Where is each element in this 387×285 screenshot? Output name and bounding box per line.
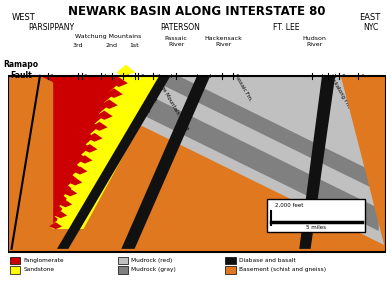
Polygon shape <box>57 76 171 249</box>
Polygon shape <box>81 148 96 158</box>
Text: PARSIPPANY: PARSIPPANY <box>28 23 74 32</box>
Polygon shape <box>87 133 103 142</box>
Polygon shape <box>55 211 67 219</box>
Text: Mudrock (gray): Mudrock (gray) <box>131 267 176 272</box>
Bar <box>10 256 20 264</box>
Text: Fanglomerate: Fanglomerate <box>23 258 64 263</box>
Text: Lockatong Fm.: Lockatong Fm. <box>328 73 351 109</box>
Text: Hook Mountain Basalt: Hook Mountain Basalt <box>82 73 115 126</box>
Polygon shape <box>99 106 116 117</box>
Polygon shape <box>101 99 118 109</box>
Polygon shape <box>68 179 81 188</box>
Text: Preakness Basalt: Preakness Basalt <box>123 73 150 115</box>
Polygon shape <box>105 88 123 98</box>
Polygon shape <box>40 76 379 231</box>
Text: Boonton Fm.: Boonton Fm. <box>48 73 68 105</box>
Polygon shape <box>40 76 386 246</box>
Polygon shape <box>12 76 121 249</box>
Text: Diabase and basalt: Diabase and basalt <box>239 258 296 263</box>
Polygon shape <box>96 111 113 120</box>
Bar <box>118 266 128 274</box>
Text: Orange Mountain Basalt: Orange Mountain Basalt <box>154 73 190 131</box>
Bar <box>225 256 236 264</box>
Text: FT. LEE: FT. LEE <box>273 23 299 32</box>
Polygon shape <box>68 178 82 186</box>
Text: PATERSON: PATERSON <box>160 23 200 32</box>
Text: Palisades Sill: Palisades Sill <box>339 73 360 105</box>
Polygon shape <box>112 75 130 86</box>
Text: NEWARK BASIN ALONG INTERSTATE 80: NEWARK BASIN ALONG INTERSTATE 80 <box>68 5 326 18</box>
Text: Mudrock (red): Mudrock (red) <box>131 258 173 263</box>
Bar <box>118 256 128 264</box>
Text: Feltville Fm.: Feltville Fm. <box>139 73 159 103</box>
Polygon shape <box>86 138 101 147</box>
Text: 3rd: 3rd <box>72 43 83 48</box>
Polygon shape <box>103 96 121 107</box>
Polygon shape <box>49 222 62 229</box>
Polygon shape <box>91 122 108 131</box>
Text: Ramapo
Fault: Ramapo Fault <box>3 60 39 80</box>
Polygon shape <box>341 76 386 252</box>
Text: EAST: EAST <box>360 13 381 23</box>
Text: Basement (schist and gneiss): Basement (schist and gneiss) <box>239 267 326 272</box>
Text: Sandstone: Sandstone <box>23 267 55 272</box>
Text: Watchung Mountains: Watchung Mountains <box>75 34 141 39</box>
Polygon shape <box>40 76 379 191</box>
Text: Passaic Fm.: Passaic Fm. <box>233 73 253 103</box>
Polygon shape <box>299 76 335 249</box>
Polygon shape <box>94 117 111 127</box>
Polygon shape <box>110 77 128 87</box>
Bar <box>10 266 20 274</box>
Polygon shape <box>72 166 87 174</box>
Polygon shape <box>116 65 135 76</box>
Polygon shape <box>63 189 77 196</box>
Polygon shape <box>121 76 210 249</box>
Text: Hackensack
River: Hackensack River <box>205 36 243 47</box>
Text: Stockton Fm.: Stockton Fm. <box>358 73 380 106</box>
Polygon shape <box>58 200 72 207</box>
Text: 2,000 feet: 2,000 feet <box>275 202 303 207</box>
Text: Hudson
River: Hudson River <box>303 36 326 47</box>
Polygon shape <box>54 211 67 218</box>
Text: Towaco Fm.: Towaco Fm. <box>101 73 120 102</box>
Bar <box>267 199 365 232</box>
Polygon shape <box>77 158 91 168</box>
Polygon shape <box>90 127 106 137</box>
Text: 1st: 1st <box>130 43 139 48</box>
Polygon shape <box>59 200 72 209</box>
Text: 2nd: 2nd <box>106 43 118 48</box>
Polygon shape <box>77 155 92 164</box>
Polygon shape <box>53 76 167 229</box>
Polygon shape <box>108 86 126 96</box>
Polygon shape <box>50 221 62 229</box>
Bar <box>225 266 236 274</box>
Bar <box>8 76 386 252</box>
Polygon shape <box>82 144 98 153</box>
Polygon shape <box>63 190 77 198</box>
Text: WEST: WEST <box>12 13 35 23</box>
Polygon shape <box>72 169 86 178</box>
Bar <box>8 76 386 252</box>
Text: NYC: NYC <box>363 23 379 32</box>
Text: Passaic
River: Passaic River <box>165 36 188 47</box>
Text: 5 miles: 5 miles <box>306 225 326 230</box>
